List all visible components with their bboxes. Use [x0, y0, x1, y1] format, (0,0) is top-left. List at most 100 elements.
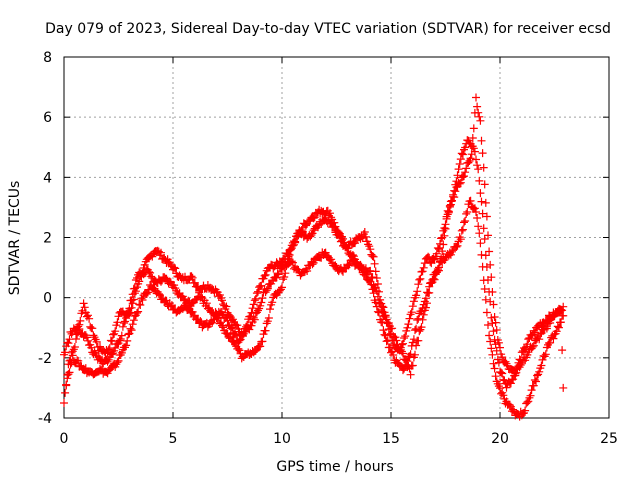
data-point [235, 346, 244, 355]
data-point [227, 323, 236, 332]
data-point [288, 258, 297, 267]
data-point [450, 193, 459, 202]
data-point [549, 334, 558, 343]
data-point [250, 315, 259, 324]
data-point [429, 274, 438, 283]
data-point [463, 208, 472, 216]
chart-title: Day 079 of 2023, Sidereal Day-to-day VTE… [45, 21, 611, 37]
data-point [408, 302, 417, 311]
data-point [160, 254, 169, 263]
data-point [282, 262, 291, 271]
data-point [89, 331, 98, 340]
y-tick-label: -2 [38, 351, 52, 367]
data-point [92, 337, 101, 346]
data-point [379, 326, 388, 335]
data-point [442, 214, 451, 223]
data-point [64, 370, 73, 379]
data-point [85, 314, 94, 323]
data-point [380, 330, 389, 339]
data-point [409, 335, 418, 344]
data-point [418, 315, 427, 324]
data-point [489, 359, 498, 368]
data-point [273, 269, 282, 278]
data-point [128, 320, 137, 329]
data-point [474, 165, 483, 174]
data-point [124, 330, 133, 339]
data-point [190, 278, 199, 287]
data-point [484, 321, 492, 329]
data-point [171, 264, 180, 273]
data-point [488, 350, 497, 359]
data-point [460, 218, 468, 227]
data-point [473, 102, 482, 111]
data-point [488, 288, 497, 296]
data-point [217, 318, 225, 327]
data-point [64, 339, 73, 348]
data-point [114, 312, 123, 321]
data-point [475, 112, 484, 121]
data-point [477, 197, 486, 206]
data-point [309, 258, 318, 267]
data-point [388, 347, 397, 356]
data-point [494, 382, 503, 391]
data-point [124, 308, 133, 317]
data-point [70, 343, 79, 351]
data-point [417, 323, 426, 332]
data-point [537, 361, 546, 370]
data-point [492, 326, 501, 334]
data-point [231, 329, 240, 338]
y-axis-ticks: -4 -2 0 2 4 6 8 [38, 50, 609, 427]
data-point [121, 343, 129, 352]
data-point [146, 268, 155, 277]
data-point [419, 263, 428, 272]
data-point [348, 251, 357, 259]
data-point [381, 331, 390, 340]
data-point [411, 350, 419, 359]
x-tick-label: 0 [60, 431, 69, 447]
data-point [256, 342, 265, 351]
data-point [234, 344, 243, 353]
data-point [460, 172, 468, 181]
data-point [533, 371, 542, 380]
data-point [373, 292, 382, 301]
data-point [478, 149, 487, 158]
data-point [170, 263, 179, 272]
data-point [482, 212, 491, 221]
data-point [188, 273, 197, 282]
data-point [486, 260, 495, 269]
data-point [467, 150, 476, 159]
data-point [474, 222, 483, 231]
data-point [419, 310, 428, 319]
data-point [115, 336, 124, 345]
data-point [485, 331, 494, 340]
data-point [226, 332, 235, 341]
data-point [157, 248, 165, 257]
data-point [266, 305, 274, 314]
data-point [408, 361, 417, 370]
data-point [250, 296, 259, 305]
y-tick-label: 6 [43, 110, 52, 126]
data-point [535, 335, 544, 344]
data-point [559, 383, 568, 392]
data-point [489, 300, 498, 309]
data-point [439, 240, 448, 249]
data-point [407, 308, 416, 317]
data-point [456, 178, 465, 187]
data-point [546, 319, 555, 327]
data-point [283, 257, 292, 266]
data-point [372, 286, 381, 295]
data-point [530, 376, 539, 384]
data-point [309, 214, 318, 223]
data-point [122, 314, 131, 323]
data-point [405, 314, 414, 323]
data-point [114, 356, 123, 365]
data-point [424, 252, 433, 261]
data-point [526, 391, 535, 400]
data-point [84, 311, 92, 320]
data-point [485, 247, 494, 256]
data-point [121, 317, 129, 326]
data-point [235, 336, 244, 345]
data-point [247, 321, 256, 330]
y-tick-label: -4 [38, 411, 52, 427]
data-point [153, 246, 162, 255]
